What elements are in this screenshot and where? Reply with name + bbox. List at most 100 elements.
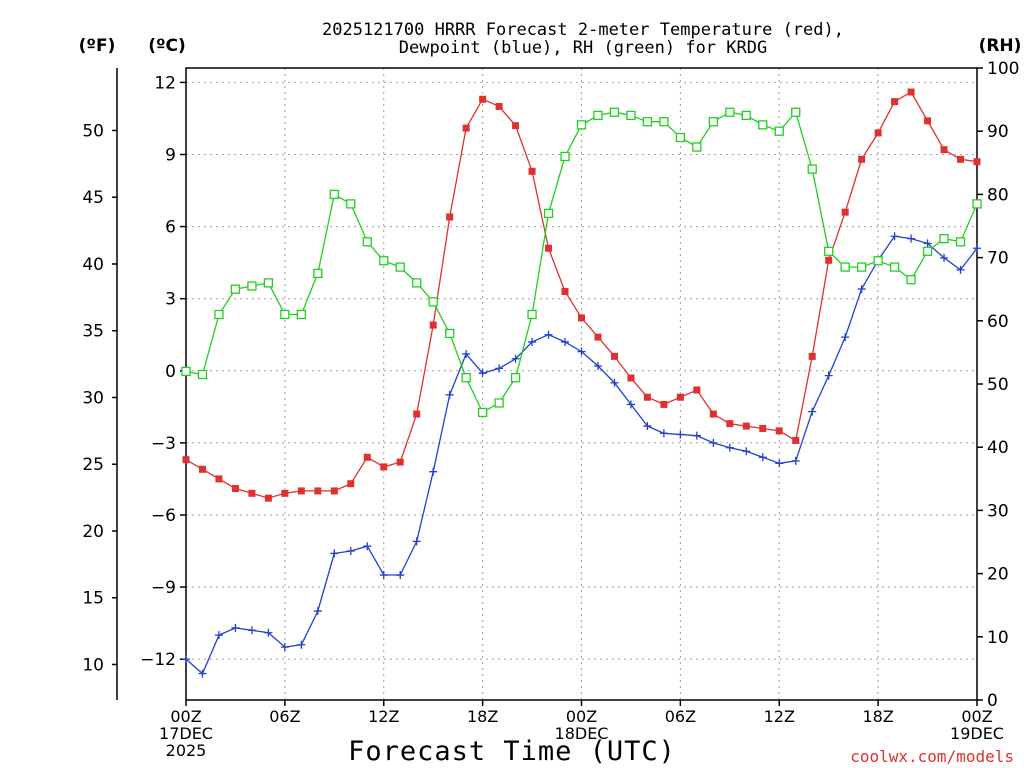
- x-tick-label: 12Z: [368, 707, 399, 726]
- rh-point: [412, 278, 422, 288]
- temperature-point: [627, 374, 635, 382]
- rh-point: [593, 110, 603, 121]
- temperature-point: [578, 314, 585, 322]
- dewpoint-point: [264, 628, 273, 637]
- temperature-point: [281, 489, 289, 497]
- temperature-point: [924, 117, 932, 125]
- temperature-point: [264, 494, 272, 502]
- dewpoint-point: [561, 337, 570, 346]
- dewpoint-point: [907, 234, 916, 243]
- rh-point: [972, 199, 982, 209]
- dewpoint-point: [725, 443, 734, 452]
- rh-point: [692, 142, 702, 152]
- temperature-point: [297, 487, 305, 495]
- unit-labels: (ºF) (ºC) (RH): [79, 36, 1022, 56]
- rh-point: [708, 117, 718, 127]
- x-tick-label: 06Z: [665, 707, 696, 726]
- rh-tick-label: 50: [987, 375, 1009, 395]
- rh-point: [214, 309, 224, 320]
- temperature-point: [709, 410, 717, 418]
- rh-point: [741, 110, 751, 121]
- celsius-tick-label: 9: [165, 146, 176, 166]
- rh-point: [362, 237, 372, 247]
- rh-point: [181, 366, 191, 377]
- fahrenheit-tick-label: 20: [82, 522, 104, 542]
- rh-point: [725, 107, 735, 117]
- dewpoint-point: [478, 369, 487, 378]
- temperature-point: [726, 420, 734, 428]
- dewpoint-point: [528, 337, 537, 346]
- temperature-point: [808, 352, 816, 360]
- dewpoint-point: [214, 631, 223, 640]
- dewpoint-point: [956, 265, 965, 274]
- rh-tick-label: 60: [987, 312, 1009, 332]
- temperature-point: [775, 427, 783, 435]
- temperature-point: [479, 95, 487, 103]
- x-tick-label: 06Z: [269, 707, 300, 726]
- temperature-point: [792, 436, 800, 444]
- dewpoint-point: [280, 643, 289, 652]
- fahrenheit-tick-label: 30: [82, 388, 104, 408]
- axes: −12−9−6−30369121015202530354045500102030…: [82, 59, 1019, 760]
- x-tick-label: 00Z: [566, 707, 597, 726]
- dewpoint-point: [791, 456, 800, 465]
- dewpoint-point: [445, 390, 454, 399]
- rh-point: [791, 107, 801, 117]
- celsius-tick-label: −12: [140, 650, 176, 670]
- chart-title: 2025121700 HRRR Forecast 2-meter Tempera…: [322, 20, 844, 58]
- rh-point: [560, 151, 570, 162]
- temperature-point: [561, 287, 569, 295]
- rh-point: [280, 309, 290, 320]
- temperature-point: [182, 456, 190, 464]
- temperature-point: [413, 410, 421, 418]
- dewpoint-point: [973, 244, 981, 253]
- temperature-point: [231, 485, 239, 493]
- temperature-point: [462, 124, 470, 132]
- x-tick-label: 17DEC: [159, 724, 213, 743]
- rh-tick-label: 40: [987, 438, 1009, 458]
- celsius-tick-label: 6: [165, 218, 176, 238]
- dewpoint-point: [429, 467, 438, 476]
- temperature-point: [957, 155, 965, 163]
- rh-point: [675, 132, 686, 143]
- dewpoint-point: [692, 431, 701, 440]
- title-line: Dewpoint (blue), RH (green) for KRDG: [399, 38, 767, 58]
- rh-point: [296, 309, 307, 320]
- series-rh: [181, 107, 982, 418]
- title-line: 2025121700 HRRR Forecast 2-meter Tempera…: [322, 20, 844, 40]
- rh-point: [873, 256, 883, 266]
- fahrenheit-tick-label: 40: [82, 255, 104, 275]
- temperature-point: [841, 208, 849, 216]
- temperature-point: [907, 88, 915, 96]
- dewpoint-point: [495, 364, 504, 373]
- series-layer: [181, 88, 982, 678]
- temperature-point: [874, 129, 882, 137]
- temperature-point: [429, 321, 437, 329]
- temperature-point: [643, 393, 651, 401]
- rh-tick-label: 20: [987, 565, 1009, 585]
- x-tick-label: 18DEC: [555, 724, 609, 743]
- rh-point: [461, 373, 471, 383]
- dewpoint-point: [841, 333, 850, 342]
- rh-point: [230, 284, 241, 294]
- celsius-tick-label: −9: [151, 578, 176, 598]
- rh-tick-label: 80: [987, 185, 1009, 205]
- dewpoint-point: [346, 547, 355, 556]
- temperature-point: [693, 386, 701, 394]
- dewpoint-point: [511, 354, 520, 363]
- temperature-point: [610, 352, 618, 360]
- celsius-unit-label: (ºC): [148, 36, 186, 56]
- temperature-point: [528, 167, 536, 175]
- dewpoint-point: [363, 542, 372, 551]
- x-tick-label: 18Z: [467, 707, 498, 726]
- x-tick-label: 19DEC: [950, 724, 1004, 743]
- rh-point: [889, 262, 900, 272]
- rh-point: [346, 199, 356, 209]
- x-tick-label: 00Z: [961, 707, 992, 726]
- celsius-tick-label: 12: [154, 73, 176, 93]
- temperature-point: [446, 213, 454, 221]
- x-axis-title-group: Forecast Time (UTC) coolwx.com/models: [348, 736, 1014, 767]
- temperature-point: [495, 102, 503, 110]
- dewpoint-point: [808, 407, 817, 416]
